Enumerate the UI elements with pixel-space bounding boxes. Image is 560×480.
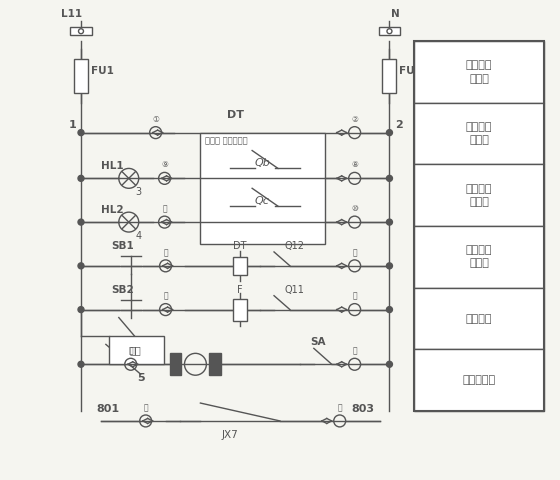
Text: ㉛: ㉛	[164, 248, 168, 257]
Text: JX7: JX7	[222, 430, 239, 440]
Text: ㉙: ㉙	[164, 292, 168, 300]
Text: FU1: FU1	[91, 66, 114, 76]
Bar	[414, 288, 544, 349]
Text: 至负控信号: 至负控信号	[463, 375, 496, 385]
Text: 磁卡: 磁卡	[130, 345, 142, 355]
Text: ㉟: ㉟	[128, 347, 133, 355]
Bar	[414, 226, 544, 288]
Circle shape	[78, 307, 84, 312]
Text: ㉔: ㉔	[352, 347, 357, 355]
Bar	[414, 41, 544, 411]
Text: 合闸指示
（红）: 合闸指示 （红）	[466, 60, 492, 84]
Text: SA: SA	[310, 337, 325, 348]
Text: FU2: FU2	[399, 66, 422, 76]
Text: ⑰: ⑰	[162, 204, 167, 213]
Text: 智能型 电子脱扣器: 智能型 电子脱扣器	[206, 136, 248, 145]
Bar	[233, 299, 247, 321]
Circle shape	[78, 175, 84, 181]
Text: ㉕: ㉕	[337, 403, 342, 412]
Text: F: F	[237, 285, 243, 295]
Bar	[414, 103, 544, 165]
Text: ②: ②	[351, 115, 358, 124]
Circle shape	[386, 175, 393, 181]
Text: ⑩: ⑩	[351, 204, 358, 213]
Text: ㉜: ㉜	[352, 248, 357, 257]
Text: N: N	[391, 9, 400, 19]
Circle shape	[386, 263, 393, 269]
Bar	[414, 349, 544, 411]
Text: Q11: Q11	[285, 285, 305, 295]
Text: DT: DT	[227, 110, 244, 120]
Circle shape	[386, 361, 393, 367]
Text: 2: 2	[395, 120, 403, 130]
Text: 801: 801	[96, 404, 119, 414]
Text: 1: 1	[69, 120, 77, 130]
Text: HL1: HL1	[101, 161, 124, 171]
Text: ㉝: ㉝	[352, 292, 357, 300]
Text: ㉖: ㉖	[143, 403, 148, 412]
Text: 分闸指示
（绿）: 分闸指示 （绿）	[466, 122, 492, 145]
Text: 电动分闸
（绿）: 电动分闸 （绿）	[466, 245, 492, 268]
Bar	[209, 353, 221, 375]
Text: Q12: Q12	[285, 241, 305, 251]
Text: ①: ①	[152, 115, 159, 124]
Bar	[379, 27, 400, 35]
Text: Qc: Qc	[255, 196, 269, 206]
Circle shape	[386, 219, 393, 225]
Circle shape	[78, 263, 84, 269]
Text: SB2: SB2	[111, 285, 134, 295]
Bar	[382, 59, 396, 93]
Circle shape	[78, 361, 84, 367]
Circle shape	[386, 307, 393, 312]
Text: 4: 4	[136, 231, 142, 241]
Bar	[233, 257, 247, 275]
Circle shape	[78, 130, 84, 136]
Text: SB1: SB1	[111, 241, 134, 251]
Text: 803: 803	[352, 404, 375, 414]
Text: Qb: Qb	[254, 158, 270, 168]
Text: DT: DT	[234, 241, 247, 251]
Bar	[109, 336, 164, 364]
Bar	[200, 132, 325, 244]
Bar	[70, 27, 92, 35]
Circle shape	[78, 219, 84, 225]
Circle shape	[386, 130, 393, 136]
Text: ⑨: ⑨	[161, 160, 168, 169]
Text: 3: 3	[136, 187, 142, 197]
Text: L11: L11	[61, 9, 82, 19]
Text: 电动合闸
（红）: 电动合闸 （红）	[466, 184, 492, 207]
Text: ⑧: ⑧	[351, 160, 358, 169]
Text: HL2: HL2	[101, 205, 124, 215]
Text: 电动储能: 电动储能	[466, 313, 492, 324]
Bar	[414, 41, 544, 103]
Bar	[74, 59, 88, 93]
Bar	[170, 353, 181, 375]
Text: 5: 5	[137, 373, 144, 383]
Bar	[414, 165, 544, 226]
